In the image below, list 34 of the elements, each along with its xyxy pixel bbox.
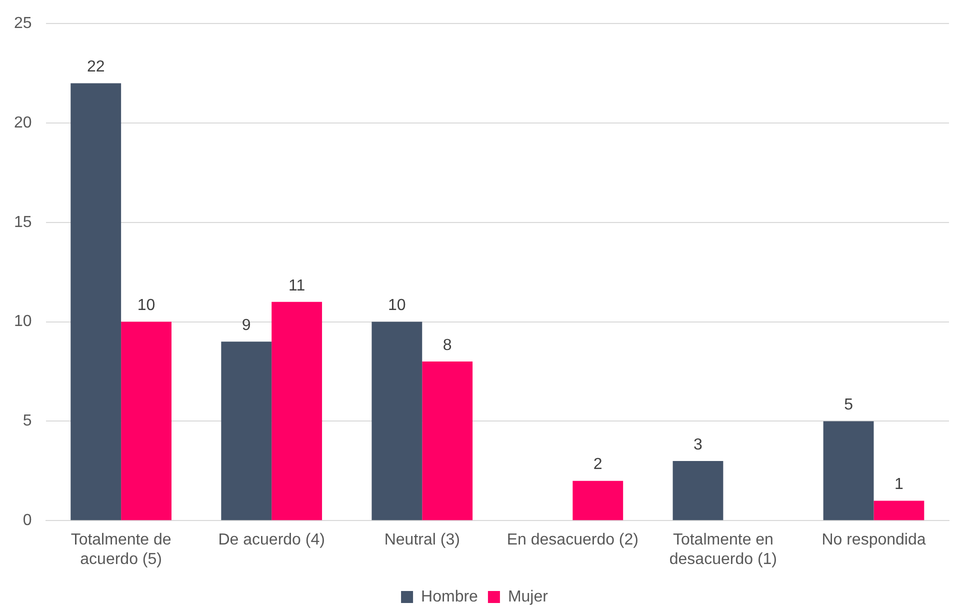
bar bbox=[823, 421, 874, 520]
bar bbox=[70, 83, 122, 520]
data-label: 8 bbox=[442, 336, 452, 354]
data-label: 10 bbox=[137, 297, 156, 314]
bar bbox=[874, 500, 924, 520]
data-label: 5 bbox=[844, 396, 854, 414]
y-tick-label: 15 bbox=[14, 214, 32, 231]
bar bbox=[372, 322, 422, 520]
bar bbox=[121, 322, 172, 520]
data-label: 9 bbox=[242, 317, 251, 334]
legend-label: Mujer bbox=[508, 588, 549, 606]
y-tick-label: 10 bbox=[14, 313, 32, 330]
x-tick-label: No respondida bbox=[822, 532, 926, 549]
y-tick-label: 20 bbox=[14, 114, 32, 132]
data-label: 1 bbox=[894, 476, 904, 494]
y-tick-label: 25 bbox=[14, 15, 32, 32]
x-tick-label: Neutral (3) bbox=[384, 532, 460, 549]
x-tick-label: En desacuerdo (2) bbox=[506, 532, 638, 549]
data-label: 10 bbox=[388, 297, 406, 314]
data-label: 22 bbox=[86, 58, 105, 76]
bar bbox=[221, 342, 272, 520]
data-label: 3 bbox=[694, 436, 703, 454]
x-tick-label: De acuerdo (4) bbox=[218, 532, 325, 549]
y-tick-label: 0 bbox=[22, 512, 32, 530]
y-tick-label: 5 bbox=[22, 412, 32, 430]
bar bbox=[272, 302, 322, 520]
x-tick-label: Totalmente en desacuerdo (1) bbox=[669, 532, 778, 568]
data-label: 2 bbox=[593, 456, 602, 474]
data-label: 11 bbox=[288, 277, 306, 294]
bar bbox=[572, 480, 624, 520]
bar bbox=[422, 362, 473, 520]
bar bbox=[672, 460, 724, 520]
x-tick-label: Totalmente de acuerdo (5) bbox=[70, 532, 172, 568]
legend-label: Hombre bbox=[421, 588, 478, 606]
